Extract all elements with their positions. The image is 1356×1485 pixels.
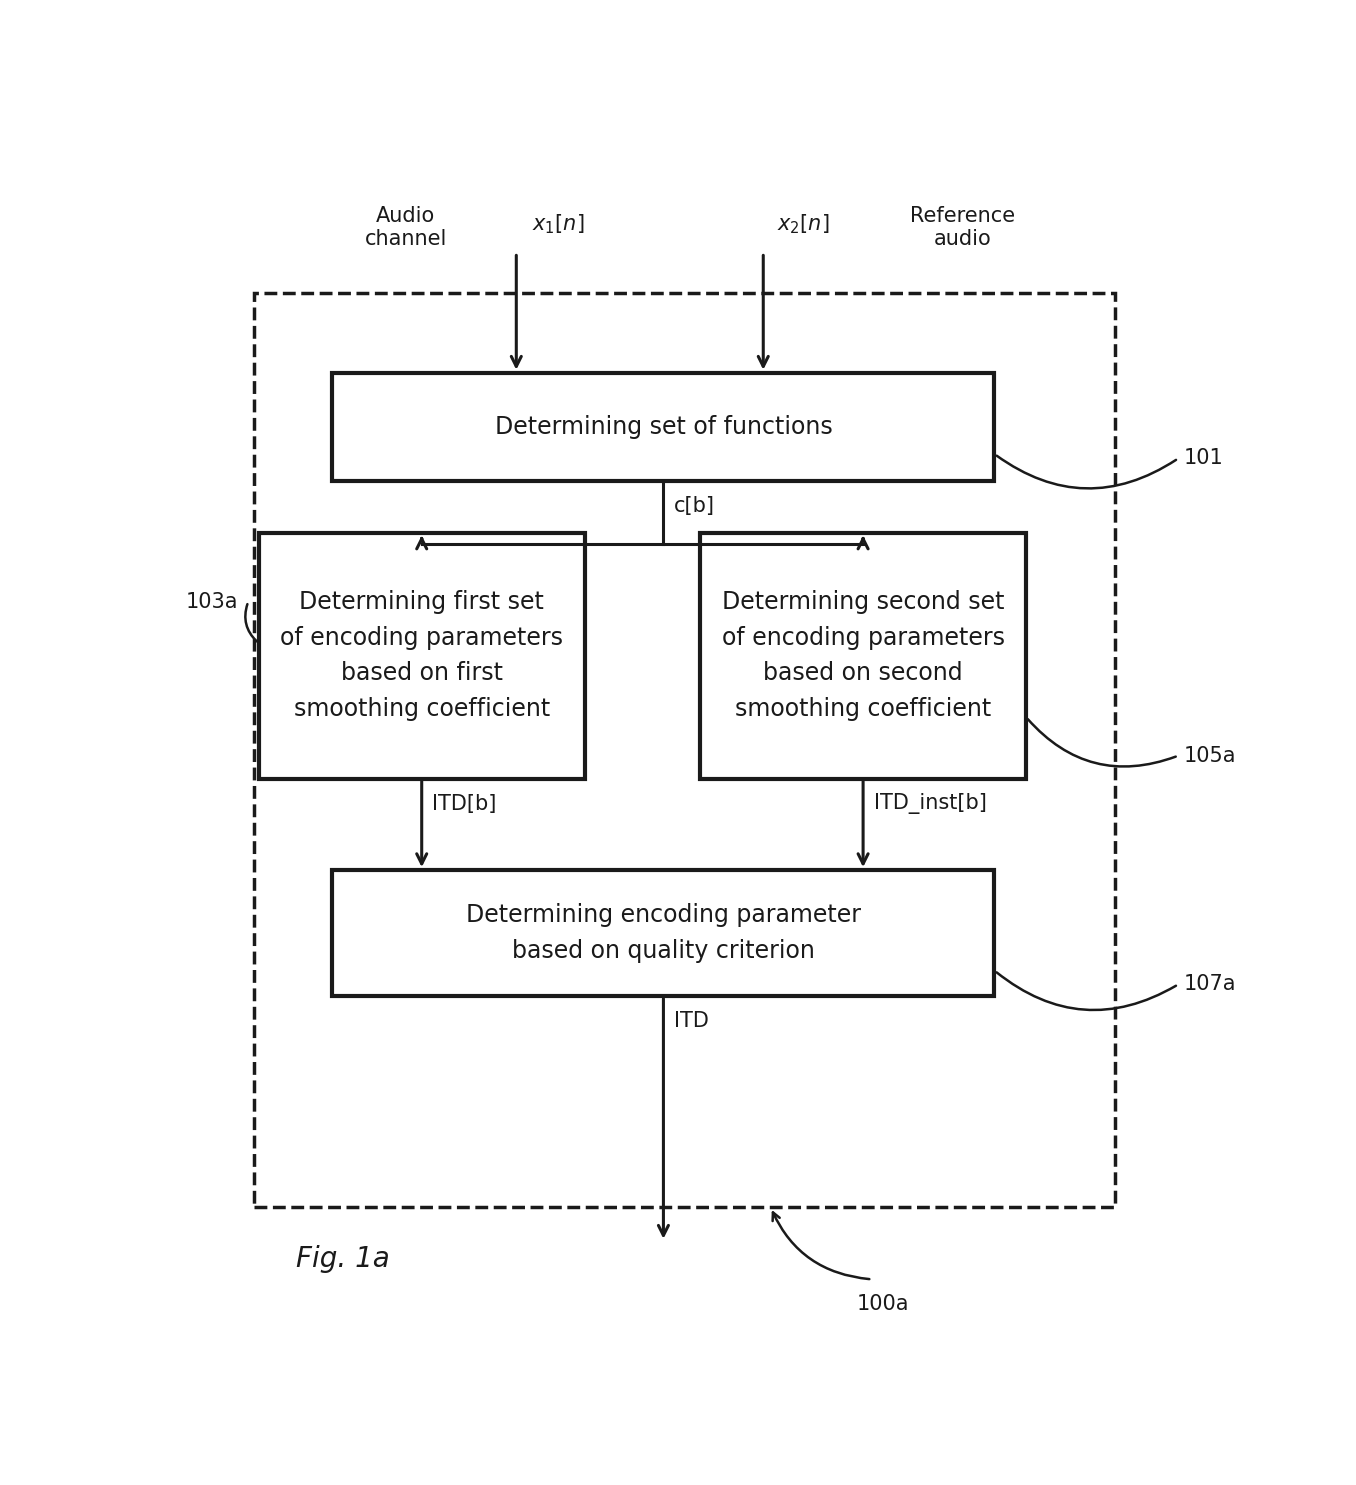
Text: 100a: 100a [857, 1295, 909, 1314]
Text: Determining first set
of encoding parameters
based on first
smoothing coefficien: Determining first set of encoding parame… [281, 591, 563, 720]
Text: Determining set of functions: Determining set of functions [495, 414, 833, 440]
Text: ITD: ITD [674, 1011, 709, 1031]
Bar [332, 373, 994, 481]
Text: Audio
channel: Audio channel [365, 206, 447, 249]
Text: 107a: 107a [1184, 974, 1237, 995]
Bar [332, 870, 994, 996]
Text: Determining second set
of encoding parameters
based on second
smoothing coeffici: Determining second set of encoding param… [721, 591, 1005, 720]
Text: $x_1[n]$: $x_1[n]$ [532, 212, 584, 236]
Text: Reference
audio: Reference audio [910, 206, 1016, 249]
Text: $x_2[n]$: $x_2[n]$ [777, 212, 830, 236]
Text: 105a: 105a [1184, 745, 1237, 766]
Text: 103a: 103a [186, 591, 237, 612]
Text: c[b]: c[b] [674, 496, 715, 517]
Bar [254, 293, 1115, 1207]
Bar [259, 533, 584, 778]
Text: Determining encoding parameter
based on quality criterion: Determining encoding parameter based on … [466, 903, 861, 962]
Text: ITD[b]: ITD[b] [433, 793, 496, 814]
Text: ITD_inst[b]: ITD_inst[b] [873, 793, 986, 814]
Bar [700, 533, 1026, 778]
Text: 101: 101 [1184, 448, 1223, 468]
Text: Fig. 1a: Fig. 1a [296, 1244, 389, 1273]
